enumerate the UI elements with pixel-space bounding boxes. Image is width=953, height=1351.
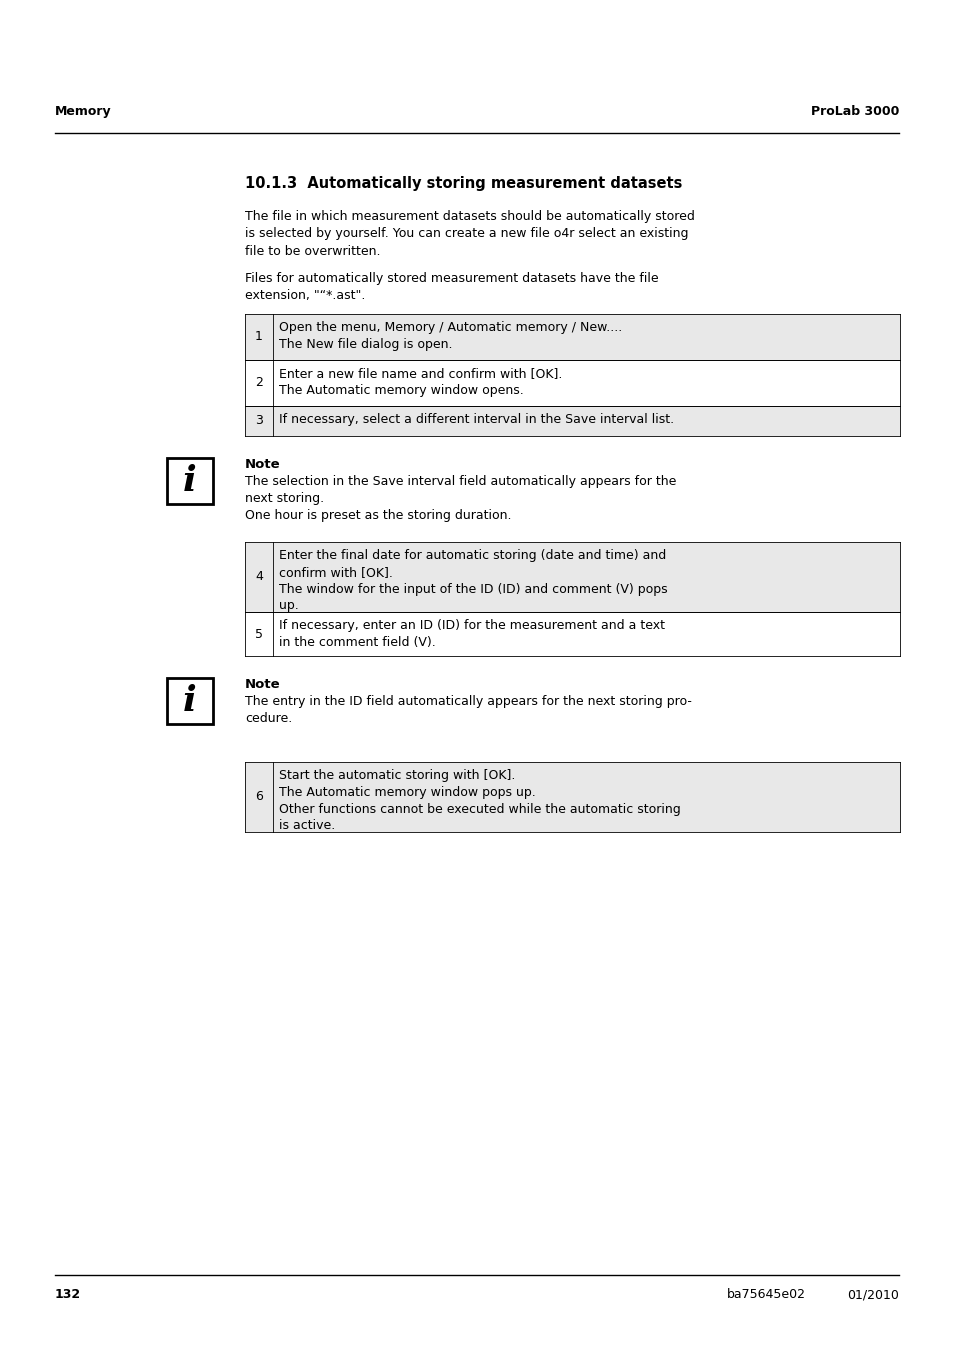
Text: Note: Note <box>245 458 280 471</box>
Bar <box>167 678 213 724</box>
Text: Start the automatic storing with [OK].
The Automatic memory window pops up.
Othe: Start the automatic storing with [OK]. T… <box>278 769 680 832</box>
Text: The selection in the Save interval field automatically appears for the
next stor: The selection in the Save interval field… <box>245 476 676 523</box>
Text: i: i <box>183 463 196 499</box>
Text: If necessary, enter an ID (ID) for the measurement and a text
in the comment fie: If necessary, enter an ID (ID) for the m… <box>278 619 664 648</box>
Text: i: i <box>183 684 196 717</box>
Text: Memory: Memory <box>55 105 112 118</box>
Bar <box>245 313 899 359</box>
Text: Enter the final date for automatic storing (date and time) and
confirm with [OK]: Enter the final date for automatic stori… <box>278 549 667 612</box>
Text: ba75645e02: ba75645e02 <box>726 1288 805 1301</box>
Text: The entry in the ID field automatically appears for the next storing pro-
cedure: The entry in the ID field automatically … <box>245 694 691 725</box>
Bar <box>245 762 899 832</box>
Text: Open the menu, Memory / Automatic memory / New....
The New file dialog is open.: Open the menu, Memory / Automatic memory… <box>278 322 621 351</box>
Text: If necessary, select a different interval in the Save interval list.: If necessary, select a different interva… <box>278 413 674 426</box>
Bar <box>245 542 899 612</box>
Text: Note: Note <box>245 678 280 690</box>
Text: 5: 5 <box>254 627 263 640</box>
Text: Files for automatically stored measurement datasets have the file
extension, "“*: Files for automatically stored measureme… <box>245 272 658 303</box>
Text: ProLab 3000: ProLab 3000 <box>810 105 898 118</box>
Text: 132: 132 <box>55 1288 81 1301</box>
Bar <box>167 458 213 504</box>
Text: Enter a new file name and confirm with [OK].
The Automatic memory window opens.: Enter a new file name and confirm with [… <box>278 367 561 397</box>
Bar <box>245 407 899 436</box>
Text: 2: 2 <box>254 377 263 389</box>
Text: 01/2010: 01/2010 <box>846 1288 898 1301</box>
Text: 1: 1 <box>254 331 263 343</box>
Text: 4: 4 <box>254 570 263 584</box>
Text: 6: 6 <box>254 790 263 804</box>
Text: 10.1.3  Automatically storing measurement datasets: 10.1.3 Automatically storing measurement… <box>245 176 681 190</box>
Text: The file in which measurement datasets should be automatically stored
is selecte: The file in which measurement datasets s… <box>245 209 694 258</box>
Text: 3: 3 <box>254 415 263 427</box>
